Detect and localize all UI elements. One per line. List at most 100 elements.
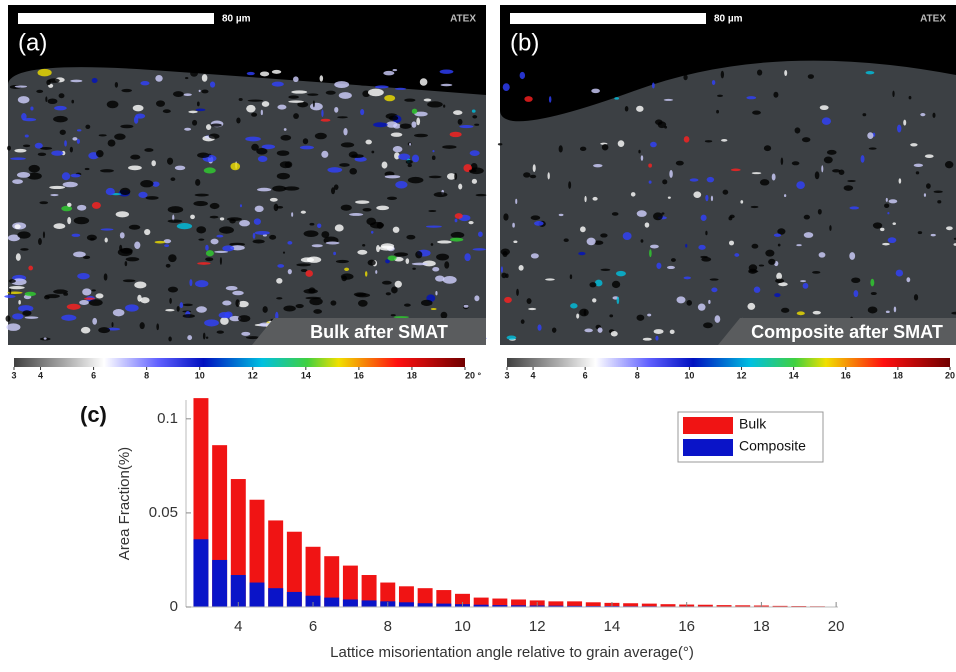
texture <box>641 155 643 161</box>
texture <box>54 106 67 110</box>
texture <box>415 251 422 258</box>
texture <box>612 212 619 216</box>
y-axis-title: Area Fraction(%) <box>116 447 133 560</box>
texture <box>804 232 814 238</box>
texture <box>313 100 315 107</box>
texture <box>156 100 165 107</box>
texture <box>126 257 140 261</box>
texture <box>146 196 159 200</box>
texture <box>15 224 21 229</box>
texture <box>472 110 476 113</box>
texture <box>360 109 364 115</box>
texture <box>524 96 532 102</box>
texture <box>434 192 448 197</box>
texture <box>746 96 756 99</box>
texture <box>395 81 405 87</box>
texture <box>409 143 411 146</box>
texture <box>631 192 636 196</box>
texture <box>503 213 508 220</box>
texture <box>304 230 319 237</box>
texture <box>235 299 239 307</box>
texture <box>144 148 153 152</box>
bar <box>362 600 377 607</box>
texture <box>655 336 658 341</box>
texture <box>344 268 349 271</box>
texture <box>897 125 901 133</box>
texture <box>195 194 209 197</box>
texture <box>412 268 416 270</box>
texture <box>163 109 171 113</box>
texture <box>303 138 308 144</box>
texture <box>113 309 125 316</box>
texture <box>472 179 477 184</box>
texture <box>802 137 810 142</box>
texture <box>701 215 707 221</box>
texture <box>321 231 329 238</box>
texture <box>67 203 72 207</box>
texture <box>796 244 801 246</box>
texture <box>248 100 264 102</box>
texture <box>373 122 388 127</box>
texture <box>6 323 20 330</box>
texture <box>386 121 397 127</box>
texture <box>309 223 314 226</box>
texture <box>284 128 287 131</box>
texture <box>618 140 625 147</box>
texture <box>592 298 596 302</box>
texture <box>774 233 781 236</box>
texture <box>468 221 473 224</box>
texture <box>792 161 800 165</box>
texture <box>51 150 63 155</box>
texture <box>77 205 86 211</box>
texture <box>71 100 74 104</box>
texture <box>217 330 224 333</box>
texture <box>545 278 555 280</box>
legend-label: Bulk <box>739 416 767 432</box>
texture <box>15 85 27 87</box>
texture <box>341 273 354 279</box>
texture <box>17 172 30 178</box>
texture <box>263 306 268 313</box>
texture <box>667 266 675 269</box>
texture <box>8 70 11 73</box>
texture <box>9 279 16 283</box>
texture <box>663 71 668 75</box>
texture <box>180 302 183 308</box>
texture <box>277 173 290 180</box>
texture <box>365 140 371 145</box>
texture <box>458 184 462 190</box>
texture <box>946 226 953 230</box>
texture <box>280 135 291 141</box>
texture <box>813 311 821 315</box>
texture <box>313 309 322 314</box>
texture <box>892 91 894 97</box>
texture <box>420 78 428 85</box>
texture <box>341 205 352 211</box>
texture <box>710 278 719 280</box>
texture <box>641 239 644 242</box>
bar <box>399 602 414 607</box>
texture <box>210 216 219 219</box>
x-tick-label: 8 <box>384 618 392 635</box>
texture <box>92 78 98 83</box>
texture <box>184 128 191 131</box>
texture <box>50 194 58 196</box>
texture <box>293 76 299 82</box>
x-tick-label: 12 <box>529 618 546 635</box>
texture <box>72 234 81 237</box>
texture <box>167 158 173 165</box>
texture <box>296 263 310 266</box>
texture <box>775 279 784 283</box>
bar <box>268 588 283 607</box>
texture <box>914 294 918 300</box>
texture <box>84 298 95 300</box>
texture <box>474 295 479 301</box>
texture <box>12 179 23 184</box>
texture <box>412 155 419 163</box>
texture <box>462 81 468 89</box>
texture <box>310 103 323 111</box>
texture <box>656 263 661 269</box>
texture <box>851 277 860 283</box>
texture <box>611 331 618 336</box>
texture <box>38 238 42 245</box>
